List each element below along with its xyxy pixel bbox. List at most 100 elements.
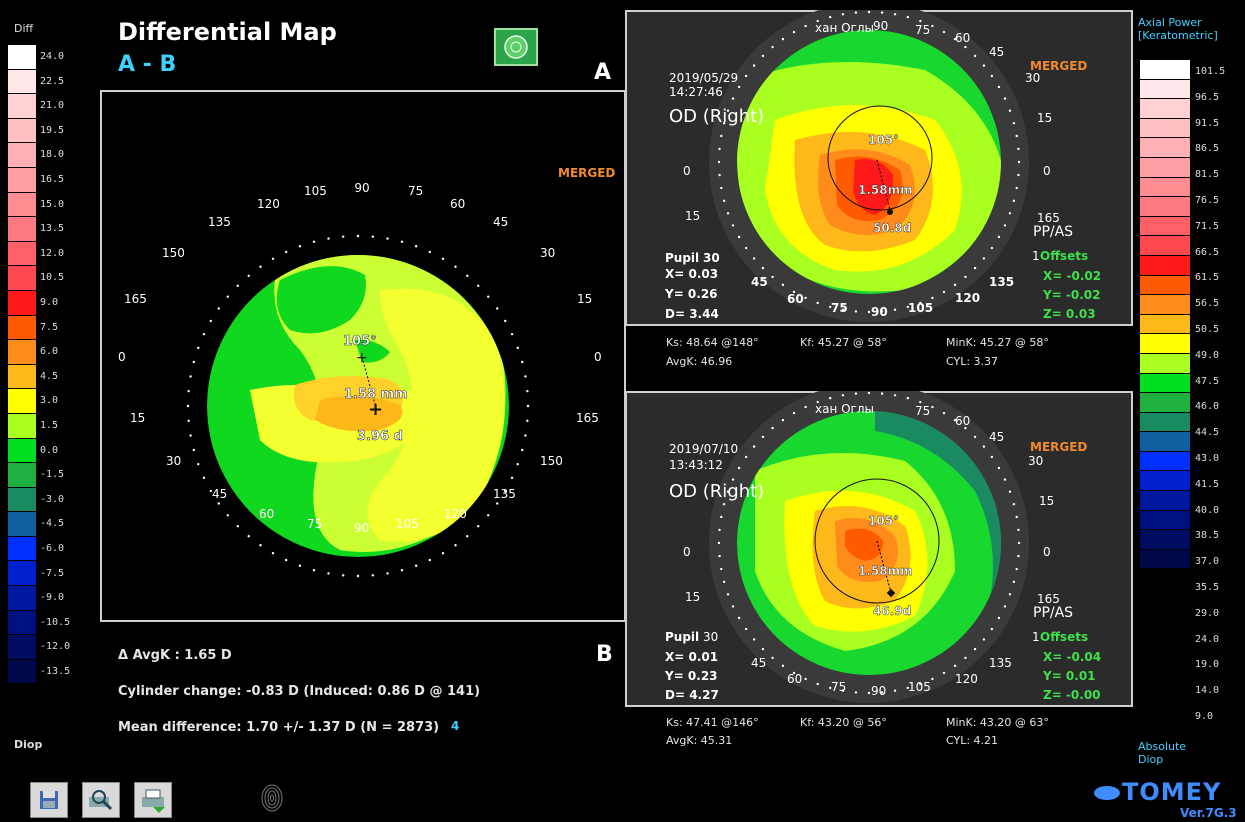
exam-b-merged: MERGED [1030, 440, 1087, 454]
tick-label: 135 [493, 487, 516, 501]
diff-scale-value: 21.0 [40, 100, 65, 112]
tick-dot [192, 448, 195, 452]
diff-scale-swatch [8, 266, 36, 291]
tick-dot [441, 552, 445, 555]
diff-scale-value: 24.0 [40, 51, 65, 62]
tick-dot [906, 396, 910, 400]
tick-dot [414, 564, 418, 567]
diff-scale-swatch [8, 561, 36, 587]
exam-a-offset-y: Y= -0.02 [1042, 288, 1101, 302]
diff-scale-value: -13.5 [40, 666, 71, 677]
tick-dot [771, 656, 774, 660]
tick-dot [217, 307, 220, 310]
page-title: Differential Map [118, 18, 337, 46]
diff-scale-value: -9.0 [40, 592, 65, 604]
tick-dot [906, 686, 910, 690]
exam-b-distance: 1.58mm [858, 564, 913, 578]
tick-dot [893, 689, 897, 692]
exam-a-map: 2019/05/29 14:27:46 OD (Right) MERGED 10… [627, 10, 1131, 324]
diff-scale-swatch [8, 69, 36, 95]
map-toggle-button[interactable] [494, 28, 538, 66]
tick-dot [726, 109, 730, 112]
zoom-button[interactable] [82, 782, 120, 818]
tick-dot [942, 411, 946, 415]
tick-dot [1008, 593, 1012, 596]
tick-label: 60 [955, 31, 970, 45]
tick-dot [1003, 478, 1007, 481]
diff-scale-value: 22.5 [40, 75, 65, 87]
tick-dot [737, 466, 741, 470]
plus-marker-icon: + [356, 350, 368, 366]
tick-dot [997, 85, 1001, 89]
diff-scale-swatch [8, 463, 36, 488]
tomey-mark-icon [1094, 786, 1120, 800]
abs-scale-swatch [1140, 432, 1190, 452]
tick-dot [867, 310, 871, 314]
tick-dot [953, 664, 957, 668]
abs-footer-1: Absolute [1138, 740, 1187, 753]
exam-a-value: 50.8d [873, 221, 911, 235]
tick-label: 120 [955, 291, 980, 305]
tick-dot [487, 295, 490, 298]
tick-label: 0 [683, 545, 691, 559]
diff-scale-swatch [8, 192, 36, 218]
abs-scale-swatch [1140, 510, 1190, 531]
tick-dot [720, 567, 723, 571]
avgk-difference: Δ AvgK : 1.65 D [118, 648, 232, 663]
tick-dot [919, 19, 922, 23]
tick-dot [1017, 160, 1021, 164]
brand-text: TOMEY [1122, 778, 1222, 806]
abs-scale-swatch [1140, 255, 1190, 276]
tick-dot [982, 638, 986, 641]
tick-dot [731, 478, 735, 481]
tick-label: 45 [212, 487, 227, 501]
diff-tick-dots [186, 234, 530, 578]
diff-scale-swatch [8, 659, 36, 685]
tick-dot [428, 250, 432, 254]
tick-dot [792, 290, 796, 294]
tick-dot [1015, 567, 1018, 571]
tick-dot [828, 15, 832, 19]
abs-scale-value: 38.5 [1195, 530, 1220, 542]
label-a: A [594, 60, 612, 85]
abs-scale-swatch [1140, 314, 1190, 335]
abs-scale-subheader: [Keratometric] [1138, 29, 1218, 42]
abs-scale-value: 14.0 [1195, 685, 1220, 697]
tick-label: 45 [989, 45, 1004, 59]
abs-scale-value: 71.5 [1195, 220, 1220, 232]
diff-angle-label: 105° [343, 334, 377, 349]
tick-dot [259, 544, 262, 547]
save-button[interactable] [30, 782, 68, 818]
tick-dot [209, 489, 212, 493]
tick-dot [931, 405, 934, 409]
tick-dot [1017, 173, 1020, 177]
tick-label: 60 [787, 672, 802, 686]
diff-value-label: 3.96 d [357, 429, 403, 444]
tick-label: 165 [1037, 211, 1060, 225]
tick-label: 1 [1032, 630, 1040, 644]
tick-dot [804, 677, 807, 681]
tick-label: 105 [304, 184, 327, 198]
print-icon [142, 789, 165, 813]
abs-scale-value: 43.0 [1195, 453, 1220, 464]
print-button[interactable] [134, 782, 172, 818]
exam-a-date: 2019/05/29 [669, 71, 738, 85]
diff-scale-value: -1.5 [40, 469, 65, 481]
tick-dot [298, 564, 302, 567]
tick-dot [1015, 134, 1018, 138]
exam-a-pupil-d: D= 3.44 [665, 307, 719, 321]
tick-dot [752, 638, 756, 641]
tick-dot [752, 445, 756, 448]
tick-label: 45 [751, 275, 768, 289]
diff-scale-swatch [8, 241, 36, 267]
tick-dot [386, 572, 389, 575]
tick-dot [414, 245, 418, 248]
tick-dot [327, 237, 330, 240]
exam-a-kf: Kf: 45.27 @ 58° [800, 336, 887, 349]
diff-scale-swatch [8, 290, 36, 316]
diff-scale-swatch [8, 340, 36, 365]
tick-dot [187, 419, 190, 423]
abs-scale-value: 9.0 [1195, 711, 1214, 722]
abs-scale-swatch [1140, 471, 1190, 492]
tick-dot [718, 554, 721, 558]
